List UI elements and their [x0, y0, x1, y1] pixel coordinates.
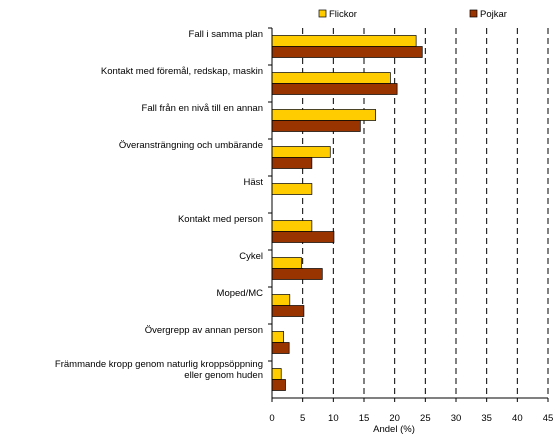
x-tick-label: 5	[300, 413, 305, 424]
bar-pojkar	[271, 379, 286, 391]
x-tick-label: 20	[389, 413, 400, 424]
x-tick-label: 10	[328, 413, 339, 424]
category-label: Kontakt med föremål, redskap, maskin	[101, 66, 263, 77]
bar-flickor	[271, 257, 302, 269]
x-tick-label: 40	[512, 413, 523, 424]
x-tick-label: 25	[420, 413, 431, 424]
bar-pojkar	[271, 231, 335, 243]
category-label: Övergrepp av annan person	[145, 325, 263, 336]
category-labels: Fall i samma plan Kontakt med föremål, re…	[55, 29, 263, 381]
category-label: Fall i samma plan	[189, 29, 263, 40]
x-tick-labels: 0 5 10 15 20 25 30 35 40 45	[269, 398, 553, 424]
bar-pojkar	[271, 83, 398, 95]
bar-pojkar	[271, 268, 323, 280]
legend: Flickor Pojkar	[318, 9, 507, 20]
category-label: Moped/MC	[217, 288, 264, 299]
x-tick-label: 0	[269, 413, 274, 424]
bar-pojkar	[271, 305, 305, 317]
bar-flickor	[271, 109, 377, 121]
bar-pojkar	[271, 120, 361, 132]
legend-label: Flickor	[329, 9, 357, 20]
x-axis-label: Andel (%)	[373, 424, 415, 435]
legend-swatch	[318, 9, 327, 18]
bar-pojkar	[271, 342, 290, 354]
category-label: Främmande kropp genom naturlig kroppsöpp…	[55, 359, 263, 381]
bar-flickor	[271, 183, 313, 195]
category-label: Häst	[243, 177, 263, 188]
bar-flickor	[271, 368, 282, 380]
category-label: Överansträngning och umbärande	[119, 140, 263, 151]
axes	[268, 27, 548, 399]
x-tick-label: 30	[451, 413, 462, 424]
bar-flickor	[271, 294, 291, 306]
x-tick-label: 35	[481, 413, 492, 424]
bar-pojkar	[271, 157, 313, 169]
category-label: Cykel	[239, 251, 263, 262]
category-label: Fall från en nivå till en annan	[142, 103, 263, 114]
legend-label: Pojkar	[480, 9, 507, 20]
x-tick-label: 15	[359, 413, 370, 424]
bar-flickor	[271, 220, 313, 232]
category-label: Kontakt med person	[178, 214, 263, 225]
bar-pojkar	[271, 46, 423, 58]
bars	[271, 35, 423, 391]
x-tick-label: 45	[543, 413, 554, 424]
bar-flickor	[271, 35, 417, 47]
bar-flickor	[271, 146, 331, 158]
legend-swatch	[469, 9, 478, 18]
bar-flickor	[271, 72, 391, 84]
bar-flickor	[271, 331, 285, 343]
